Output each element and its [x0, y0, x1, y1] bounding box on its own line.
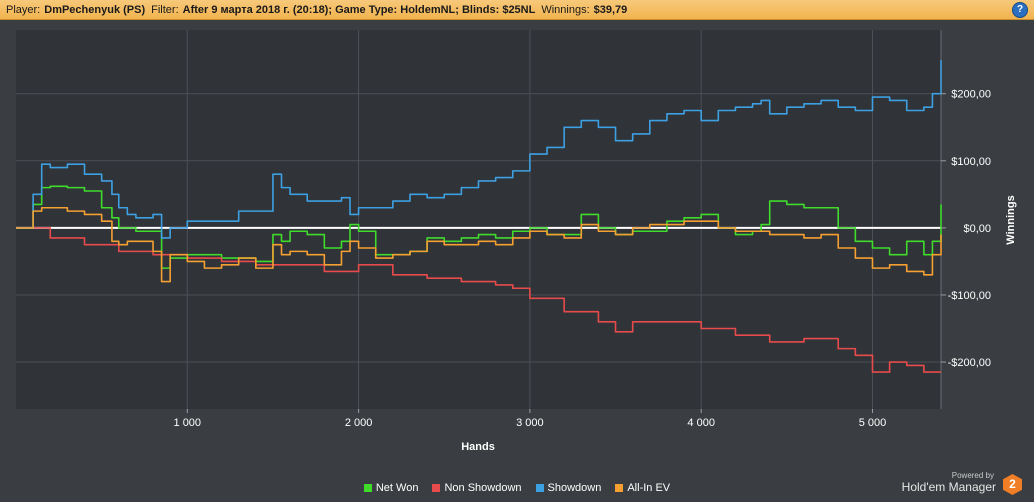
series-line: [16, 60, 942, 239]
legend-swatch: [535, 484, 544, 492]
product-name: Hold'em Manager: [901, 480, 996, 494]
filter-header-bar: Player: DmPechenyuk (PS) Filter: After 9…: [0, 0, 1034, 20]
winnings-value: $39,79: [593, 3, 628, 16]
player-value: DmPechenyuk (PS): [44, 3, 146, 16]
y-axis-ticks: $200,00 $100,00 $0,00 -$100,00 -$200,00: [941, 89, 991, 369]
legend-item[interactable]: All-In EV: [615, 482, 670, 494]
winnings-chart: 1 000 2 000 3 000 4 000 5 000 $200,00 $100,00…: [16, 30, 1017, 453]
filter-value: After 9 марта 2018 г. (20:18); Game Type…: [182, 3, 536, 16]
y-tick-label: $100,00: [951, 156, 991, 168]
y-tick-label: -$200,00: [948, 357, 991, 369]
hm2-logo: 2: [1003, 474, 1022, 495]
y-tick-label: $0,00: [963, 223, 991, 235]
legend-swatch: [432, 484, 441, 492]
powered-by-text: Powered by: [951, 471, 994, 480]
x-tick-label: 3 000: [516, 417, 544, 429]
legend-label: Non Showdown: [444, 482, 522, 494]
y-tick-label: -$100,00: [948, 290, 991, 302]
x-tick-label: 2 000: [345, 417, 373, 429]
legend-label: Net Won: [375, 482, 419, 494]
x-axis-ticks: 1 000 2 000 3 000 4 000 5 000: [174, 409, 887, 429]
plot-area: [16, 30, 941, 409]
y-axis-title: Winnings: [1005, 195, 1017, 244]
legend-swatch: [363, 484, 372, 492]
help-icon[interactable]: ?: [1012, 2, 1028, 18]
chart-series: [16, 60, 942, 373]
filter-label: Filter:: [151, 3, 179, 16]
legend-item[interactable]: Net Won: [363, 482, 419, 494]
winnings-label: Winnings:: [541, 3, 590, 16]
series-line: [16, 227, 941, 373]
x-tick-label: 5 000: [859, 417, 887, 429]
legend-swatch: [615, 484, 624, 492]
series-line: [16, 185, 942, 269]
player-label: Player:: [6, 3, 41, 16]
legend-label: Showdown: [547, 482, 602, 494]
legend-item[interactable]: Showdown: [535, 482, 602, 494]
legend-item[interactable]: Non Showdown: [432, 482, 522, 494]
x-tick-label: 1 000: [174, 417, 202, 429]
x-tick-label: 4 000: [687, 417, 715, 429]
legend-label: All-In EV: [627, 482, 671, 494]
y-tick-label: $200,00: [951, 89, 991, 101]
x-axis-title: Hands: [461, 441, 495, 453]
series-line: [16, 206, 942, 283]
chart-legend: Net Won Non Showdown Showdown All-In EV: [0, 482, 1034, 494]
